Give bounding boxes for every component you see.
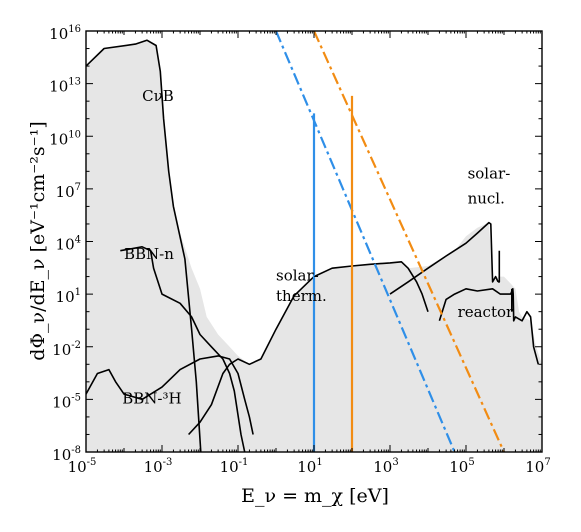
series-line-2 <box>86 355 254 435</box>
annotation-label: solar- <box>468 164 511 182</box>
x-tick-label: 103 <box>373 457 398 476</box>
series-line-5 <box>498 250 501 283</box>
series-line-8 <box>274 31 456 452</box>
y-tick-label: 104 <box>56 235 81 254</box>
y-tick-label: 107 <box>56 182 81 201</box>
y-tick-label: 1010 <box>49 129 81 148</box>
x-tick-label: 10-5 <box>68 457 97 476</box>
series-line-0 <box>86 39 202 452</box>
annotation-label: reactor <box>458 303 514 321</box>
x-axis-label: E_ν = m_χ [eV] <box>241 485 389 507</box>
y-tick-label: 10-5 <box>52 392 81 411</box>
x-tick-label: 105 <box>449 457 474 476</box>
series-line-1 <box>120 246 246 452</box>
y-axis-label: dΦ_ν/dE_ν [eV⁻¹cm⁻²s⁻¹] <box>27 121 49 360</box>
series-line-3 <box>188 261 429 436</box>
x-tick-label: 101 <box>297 457 322 476</box>
x-tick-label: 10-3 <box>144 457 173 476</box>
x-tick-label: 107 <box>525 457 550 476</box>
annotation-label: nucl. <box>468 189 505 207</box>
flux-envelope-area <box>86 40 542 452</box>
annotation-label: therm. <box>276 287 327 305</box>
x-tick-label: 10-1 <box>220 457 249 476</box>
series-line-4 <box>389 221 499 295</box>
y-tick-label: 1013 <box>49 77 81 96</box>
annotation-label: CνB <box>142 87 174 105</box>
y-tick-label: 10-2 <box>52 340 81 359</box>
series-line-9 <box>312 31 506 452</box>
annotation-label: BBN-³H <box>122 389 181 407</box>
annotation-label: solar- <box>276 266 319 284</box>
annotation-label: BBN-n <box>124 245 174 263</box>
y-tick-label: 101 <box>56 287 81 306</box>
y-tick-label: 1016 <box>49 24 81 43</box>
